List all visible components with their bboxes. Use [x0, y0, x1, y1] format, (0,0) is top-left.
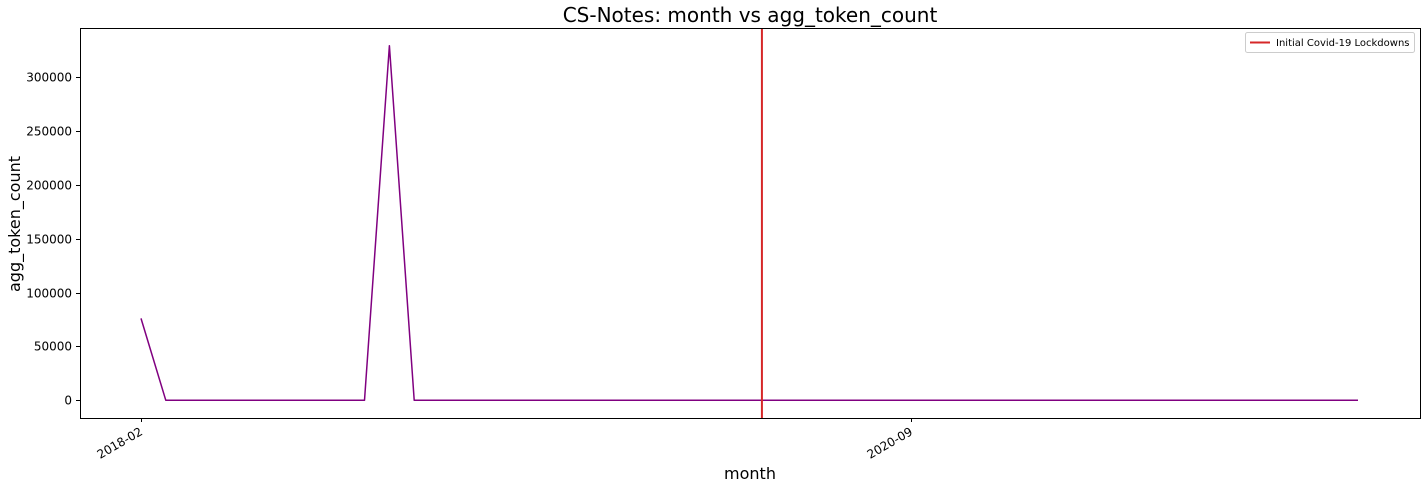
- y-axis-label: agg_token_count: [5, 156, 25, 292]
- legend-label-covid: Initial Covid-19 Lockdowns: [1276, 38, 1410, 49]
- y-tick-label: 0: [64, 394, 72, 408]
- x-tick-label: 2020-09: [865, 424, 915, 461]
- y-tick-label: 200000: [26, 179, 72, 193]
- y-tick-label: 50000: [34, 340, 72, 354]
- x-tick-label: 2018-02: [95, 424, 145, 461]
- chart-title: CS-Notes: month vs agg_token_count: [563, 3, 938, 27]
- y-tick-label: 100000: [26, 287, 72, 301]
- legend-box: [1245, 32, 1415, 53]
- y-tick-label: 150000: [26, 233, 72, 247]
- y-tick-label: 300000: [26, 71, 72, 85]
- x-axis-label: month: [724, 464, 776, 483]
- series-line: [140, 44, 1358, 402]
- y-tick-label: 250000: [26, 125, 72, 139]
- plot-area-frame: [80, 28, 1421, 419]
- legend: Initial Covid-19 Lockdowns: [1245, 32, 1415, 53]
